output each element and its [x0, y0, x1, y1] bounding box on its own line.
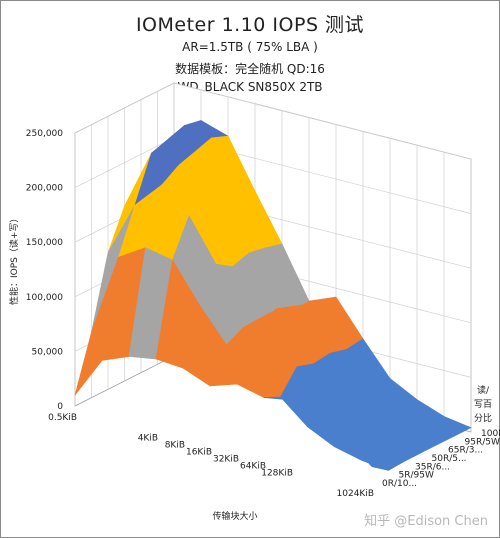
- x-axis-title: 传输块大小: [212, 512, 258, 522]
- x-tick-label: 16KiB: [186, 448, 212, 458]
- y-tick-label: 95R/5W: [465, 437, 500, 447]
- z-axis-ticks: 0 50,000 100,000 150,000 200,000 250,000: [26, 129, 63, 412]
- x-tick-label: 4KiB: [138, 434, 158, 444]
- z-tick-label: 50,000: [32, 347, 64, 357]
- x-tick-label: 8KiB: [165, 441, 185, 451]
- y-tick-label: 100R/...: [481, 429, 500, 439]
- x-tick-label: 0.5KiB: [48, 413, 77, 423]
- z-tick-label: 150,000: [26, 238, 63, 248]
- y-tick-label: 65R/3...: [448, 446, 483, 456]
- y-tick-label: 0R/10...: [382, 479, 417, 489]
- y-tick-label: 35R/6...: [415, 462, 450, 472]
- z-tick-label: 0: [57, 402, 63, 412]
- y-tick-label: 50R/5...: [432, 454, 467, 464]
- z-axis-title: 性能：IOPS（读+写）: [10, 213, 20, 305]
- x-tick-label: 1024KiB: [337, 489, 374, 499]
- z-tick-label: 250,000: [26, 129, 63, 139]
- x-tick-label: 64KiB: [240, 461, 266, 471]
- chart-subtitle-access-range: AR=1.5TB ( 75% LBA ): [182, 40, 318, 54]
- chart-title: IOMeter 1.10 IOPS 测试: [135, 14, 365, 36]
- z-tick-label: 100,000: [26, 293, 63, 303]
- chart-subtitle-data-pattern: 数据模板：完全随机 QD:16: [175, 62, 325, 76]
- chart-surface: [74, 119, 472, 471]
- chart-subtitle-device: WD_BLACK SN850X 2TB: [177, 80, 323, 94]
- watermark: 知乎 @Edison Chen: [364, 514, 488, 529]
- x-tick-label: 128KiB: [261, 468, 293, 478]
- y-tick-label: 5R/95W: [399, 471, 434, 481]
- z-tick-label: 200,000: [26, 184, 63, 194]
- surface-patch: [344, 437, 389, 471]
- x-tick-label: 32KiB: [213, 454, 239, 464]
- y-axis-ticks: 0R/10...5R/95W35R/6...50R/5...65R/3...95…: [382, 429, 500, 489]
- y-axis-title: 读/写百分比: [474, 386, 493, 424]
